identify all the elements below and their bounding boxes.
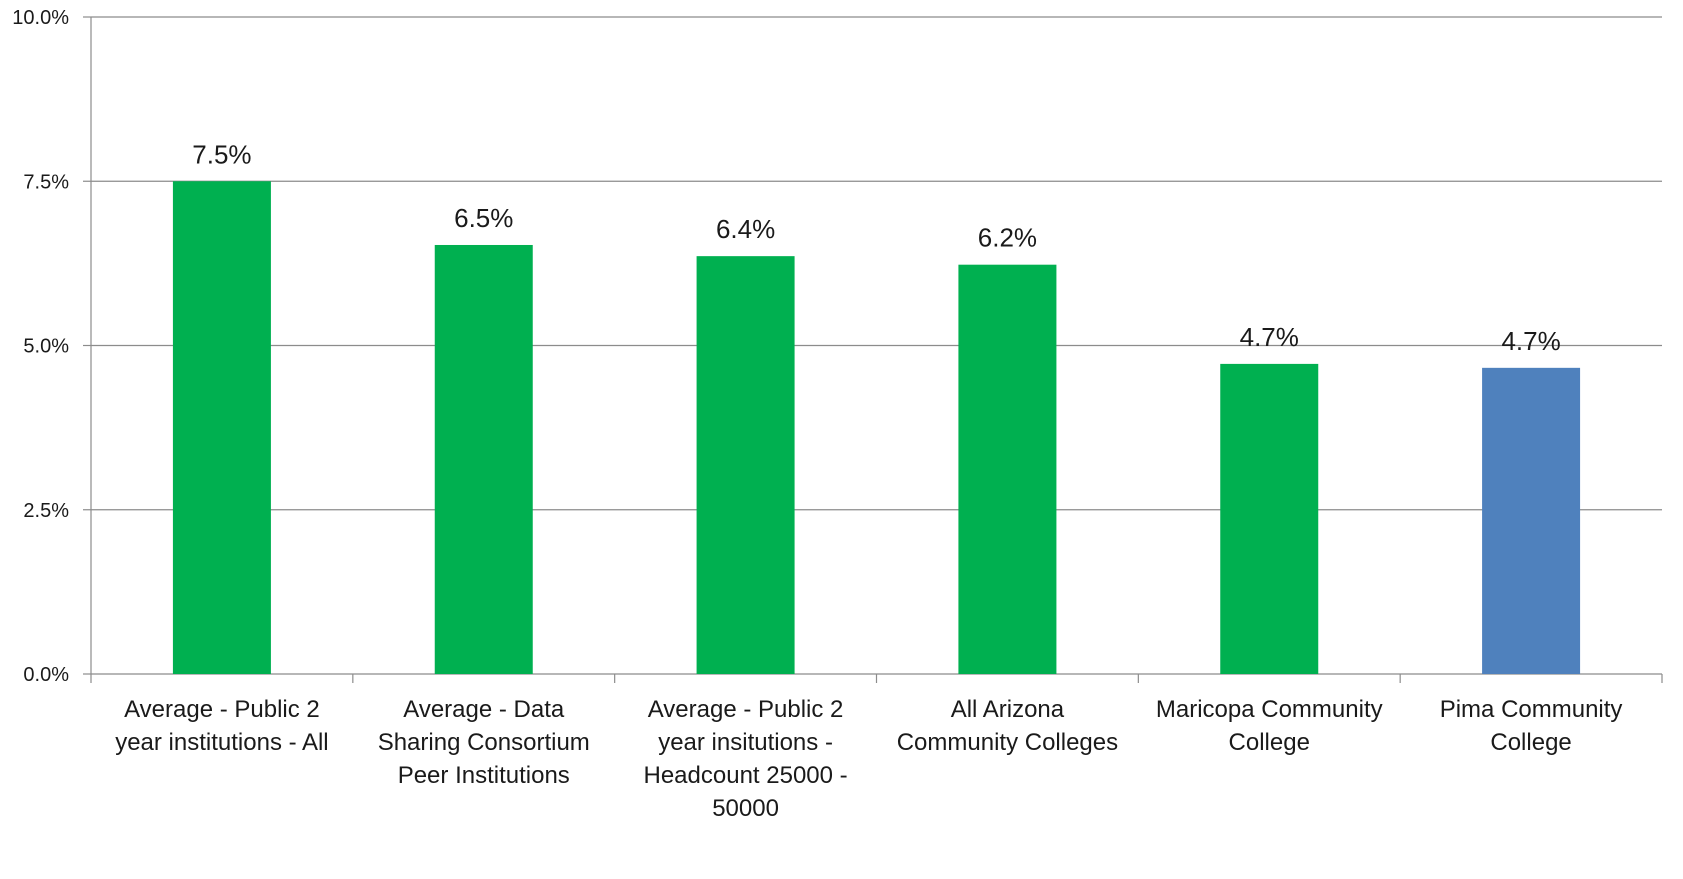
category-label: Pima Community College <box>1440 696 1623 756</box>
category-label-line: Pima Community <box>1440 696 1623 723</box>
data-labels: 7.5% 6.5% 6.4% 6.2% 4.7% 4.7% <box>192 139 1560 356</box>
category-label-line: Headcount 25000 - <box>644 762 848 789</box>
data-label: 6.5% <box>454 203 513 233</box>
y-tick-labels: 0.0% 2.5% 5.0% 7.5% 10.0% <box>12 7 69 686</box>
category-label-line: Average - Data <box>403 696 565 723</box>
category-label-line: year institutions - All <box>115 729 328 756</box>
category-label: Average - Data Sharing Consortium Peer Ins… <box>378 696 590 789</box>
data-label: 7.5% <box>192 139 251 169</box>
category-label-line: 50000 <box>712 795 779 822</box>
category-label: All Arizona Community Colleges <box>897 696 1118 756</box>
category-label-line: year insitutions - <box>658 729 833 756</box>
bar <box>172 181 271 674</box>
category-label-line: Peer Institutions <box>398 762 570 789</box>
category-labels: Average - Public 2 year institutions - Al… <box>115 696 1622 822</box>
axes <box>83 16 1663 683</box>
category-label-line: Community Colleges <box>897 729 1118 756</box>
category-label-line: Sharing Consortium <box>378 729 590 756</box>
category-label: Average - Public 2 year institutions - Al… <box>115 696 328 756</box>
category-label-line: Average - Public 2 <box>124 696 320 723</box>
data-label: 4.7% <box>1240 322 1299 352</box>
y-tick-label: 5.0% <box>23 336 69 358</box>
category-label-line: Maricopa Community <box>1156 696 1383 723</box>
gridlines <box>91 16 1662 511</box>
bar <box>696 256 795 674</box>
bar <box>1482 367 1581 674</box>
category-label-line: All Arizona <box>951 696 1065 723</box>
y-tick-label: 10.0% <box>12 7 69 29</box>
category-label: Maricopa Community College <box>1156 696 1383 756</box>
data-label: 4.7% <box>1501 326 1560 356</box>
y-tick-label: 7.5% <box>23 171 69 193</box>
category-label: Average - Public 2 year insitutions - Head… <box>644 696 848 822</box>
bar <box>1220 363 1319 674</box>
bar <box>434 244 533 674</box>
category-label-line: College <box>1490 729 1571 756</box>
data-label: 6.2% <box>978 223 1037 253</box>
y-tick-label: 0.0% <box>23 664 69 686</box>
category-label-line: Average - Public 2 <box>648 696 844 723</box>
bar <box>958 264 1057 674</box>
bars <box>172 181 1581 674</box>
category-label-line: College <box>1229 729 1310 756</box>
data-label: 6.4% <box>716 214 775 244</box>
y-tick-label: 2.5% <box>23 500 69 522</box>
